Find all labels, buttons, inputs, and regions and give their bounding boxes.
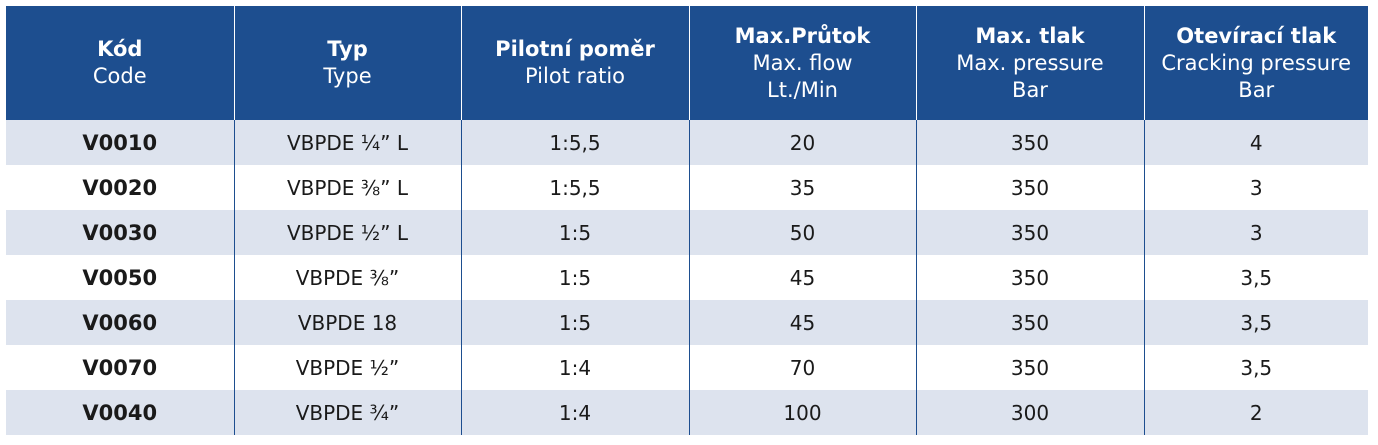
cell-code: V0060 — [6, 300, 234, 345]
cell-type: VBPDE ⅜” — [233, 255, 461, 300]
cell-cracking-pressure: 3,5 — [1143, 300, 1368, 345]
header-type: Typ Type — [233, 6, 461, 120]
header-max-pressure-unit: Bar — [1012, 77, 1048, 102]
header-cracking-pressure-cz: Otevírací tlak — [1176, 23, 1337, 48]
cell-code: V0070 — [6, 345, 234, 390]
cell-max-flow: 70 — [688, 345, 916, 390]
cell-type: VBPDE ½” — [233, 345, 461, 390]
header-max-pressure: Max. tlak Max. pressure Bar — [915, 6, 1144, 120]
cell-code: V0030 — [6, 210, 234, 255]
cell-max-flow: 100 — [688, 390, 916, 435]
cell-max-flow: 50 — [688, 210, 916, 255]
cell-max-pressure: 300 — [915, 390, 1144, 435]
cell-cracking-pressure: 3 — [1143, 210, 1368, 255]
cell-cracking-pressure: 3,5 — [1143, 345, 1368, 390]
cell-cracking-pressure: 3,5 — [1143, 255, 1368, 300]
cell-code: V0010 — [6, 120, 234, 165]
table-row: V0050 VBPDE ⅜” 1:5 45 350 3,5 — [6, 255, 1368, 300]
header-type-cz: Typ — [327, 37, 368, 61]
cell-max-flow: 45 — [688, 300, 916, 345]
cell-cracking-pressure: 3 — [1143, 165, 1368, 210]
cell-type: VBPDE 18 — [233, 300, 461, 345]
table-row: V0060 VBPDE 18 1:5 45 350 3,5 — [6, 300, 1368, 345]
product-table: Kód Code Typ Type Pilotní poměr Pilot ra… — [6, 6, 1368, 435]
cell-code: V0040 — [6, 390, 234, 435]
header-max-pressure-cz: Max. tlak — [975, 23, 1085, 48]
header-max-flow-unit: Lt./Min — [767, 77, 838, 102]
cell-code: V0020 — [6, 165, 234, 210]
cell-pilot-ratio: 1:4 — [460, 345, 689, 390]
cell-max-pressure: 350 — [915, 255, 1144, 300]
cell-max-flow: 45 — [688, 255, 916, 300]
table-row: V0020 VBPDE ⅜” L 1:5,5 35 350 3 — [6, 165, 1368, 210]
cell-pilot-ratio: 1:5 — [460, 300, 689, 345]
header-cracking-pressure-en: Cracking pressure — [1161, 50, 1352, 75]
cell-type: VBPDE ¼” L — [233, 120, 461, 165]
table-row: V0070 VBPDE ½” 1:4 70 350 3,5 — [6, 345, 1368, 390]
cell-pilot-ratio: 1:4 — [460, 390, 689, 435]
header-row: Kód Code Typ Type Pilotní poměr Pilot ra… — [6, 6, 1368, 120]
table-header: Kód Code Typ Type Pilotní poměr Pilot ra… — [6, 6, 1368, 120]
cell-type: VBPDE ½” L — [233, 210, 461, 255]
cell-max-pressure: 350 — [915, 345, 1144, 390]
cell-max-flow: 20 — [688, 120, 916, 165]
table-row: V0030 VBPDE ½” L 1:5 50 350 3 — [6, 210, 1368, 255]
header-cracking-pressure: Otevírací tlak Cracking pressure Bar — [1143, 6, 1368, 120]
header-max-flow-en: Max. flow — [752, 50, 853, 75]
header-type-en: Type — [323, 64, 372, 88]
header-pilot-ratio: Pilotní poměr Pilot ratio — [460, 6, 689, 120]
header-code-cz: Kód — [97, 37, 143, 61]
header-cracking-pressure-unit: Bar — [1238, 77, 1275, 102]
header-code: Kód Code — [6, 6, 234, 120]
header-code-en: Code — [92, 64, 147, 88]
cell-max-pressure: 350 — [915, 120, 1144, 165]
table-row: V0010 VBPDE ¼” L 1:5,5 20 350 4 — [6, 120, 1368, 165]
cell-pilot-ratio: 1:5,5 — [460, 120, 689, 165]
cell-pilot-ratio: 1:5 — [460, 210, 689, 255]
cell-max-pressure: 350 — [915, 165, 1144, 210]
cell-max-pressure: 350 — [915, 300, 1144, 345]
header-max-flow: Max.Průtok Max. flow Lt./Min — [688, 6, 916, 120]
header-pilot-ratio-en: Pilot ratio — [524, 64, 626, 88]
cell-code: V0050 — [6, 255, 234, 300]
cell-pilot-ratio: 1:5,5 — [460, 165, 689, 210]
cell-max-pressure: 350 — [915, 210, 1144, 255]
cell-pilot-ratio: 1:5 — [460, 255, 689, 300]
header-max-flow-cz: Max.Průtok — [734, 23, 871, 48]
table-row: V0040 VBPDE ¾” 1:4 100 300 2 — [6, 390, 1368, 435]
cell-cracking-pressure: 2 — [1143, 390, 1368, 435]
cell-type: VBPDE ⅜” L — [233, 165, 461, 210]
cell-max-flow: 35 — [688, 165, 916, 210]
cell-cracking-pressure: 4 — [1143, 120, 1368, 165]
product-table-container: Kód Code Typ Type Pilotní poměr Pilot ra… — [6, 6, 1368, 435]
header-max-pressure-en: Max. pressure — [956, 50, 1104, 75]
header-pilot-ratio-cz: Pilotní poměr — [495, 37, 655, 61]
cell-type: VBPDE ¾” — [233, 390, 461, 435]
table-body: V0010 VBPDE ¼” L 1:5,5 20 350 4 V0020 VB… — [6, 120, 1368, 435]
